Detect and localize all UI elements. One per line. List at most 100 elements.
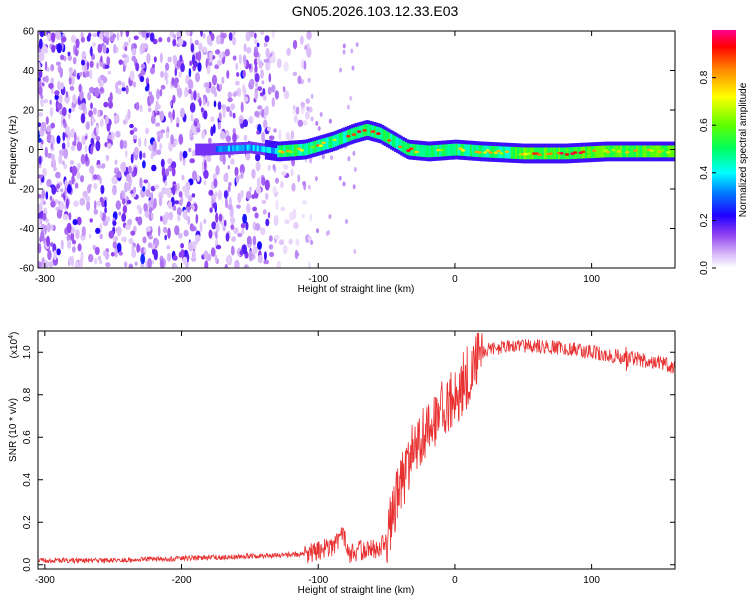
spectrogram-ridge-band — [447, 144, 450, 156]
spectrogram-noise-cell — [180, 107, 185, 118]
spectrogram-noise-cell — [154, 238, 160, 247]
spectrogram-noise-cell — [172, 109, 175, 121]
snr-multiplier-exponent: 4 — [8, 335, 15, 339]
spectrogram-noise-cell — [255, 153, 261, 162]
spectrogram-noise-cell — [96, 174, 101, 181]
spectrogram-noise-cell — [88, 233, 92, 239]
spectrogram-noise-cell — [189, 60, 193, 66]
spectrogram-noise-cell — [45, 116, 49, 125]
spectrogram-noise-cell — [200, 31, 203, 37]
spectrogram-noise-cell — [302, 181, 306, 186]
spectrogram-noise-cell — [271, 54, 276, 64]
spectrogram-ridge-core — [458, 147, 463, 150]
spectrogram-noise-cell — [99, 86, 104, 93]
spectrogram-noise-cell — [159, 110, 165, 122]
spectrogram-noise-cell — [240, 171, 244, 179]
spectrogram-noise-cell — [56, 183, 61, 190]
spectrogram-ridge-band — [240, 145, 243, 151]
spectrogram-noise-cell — [50, 63, 55, 72]
spectrogram-ridge-core — [592, 149, 597, 152]
spectrogram-noise-cell — [242, 213, 248, 224]
spectrogram-noise-cell — [255, 81, 258, 88]
spectrogram-noise-cell — [240, 101, 244, 113]
spectrogram-noise-cell — [54, 90, 60, 96]
spectrogram-noise-cell — [249, 31, 255, 38]
spectrogram-noise-cell — [215, 165, 220, 176]
spectrogram-ridge-band — [342, 131, 346, 144]
spectrogram-noise-cell — [46, 222, 51, 233]
spectrogram-ridge-band — [217, 146, 221, 152]
spectrogram-noise-cell — [56, 248, 61, 256]
spectrogram-noise-cell — [182, 150, 188, 159]
spectrogram-ridge-band — [398, 138, 401, 151]
spectrogram-noise-cell — [134, 146, 139, 156]
spectrogram-noise-cell — [38, 122, 42, 127]
spectrogram-noise-cell — [92, 244, 96, 251]
spectrogram-noise-cell — [134, 261, 138, 267]
spectrogram-noise-cell — [147, 107, 152, 113]
spectrogram-noise-cell — [326, 230, 330, 236]
spectrogram-ridge-band — [404, 142, 407, 154]
spectrogram-ridge-band — [455, 143, 459, 156]
snr-frame — [37, 330, 676, 570]
spectrogram-noise-cell — [265, 218, 270, 227]
spectrogram-noise-cell — [254, 212, 259, 219]
spectrogram-ridge-band — [668, 145, 672, 158]
spectrogram-noise-cell — [245, 152, 251, 161]
spectrogram-ridge-band — [443, 144, 446, 157]
spectrogram-noise-cell — [56, 43, 62, 54]
spectrogram-ridge-core — [346, 134, 351, 138]
spectrogram-x-tick-label: -300 — [35, 274, 55, 285]
spectrogram-noise-cell — [71, 165, 78, 177]
spectrogram-noise-cell — [60, 36, 67, 43]
spectrogram-ridge-core — [564, 153, 570, 156]
spectrogram-noise-cell — [225, 232, 230, 242]
spectrogram-ridge-band — [291, 144, 295, 157]
spectrogram-noise-cell — [174, 225, 180, 236]
spectrogram-noise-cell — [297, 119, 304, 128]
spectrogram-ridge-band — [640, 145, 643, 158]
spectrogram-noise-cell — [94, 257, 98, 265]
spectrogram-noise-cell — [292, 208, 297, 220]
spectrogram-noise-cell — [89, 60, 94, 68]
spectrogram-noise-cell — [65, 91, 69, 98]
spectrogram-ridge-band — [609, 145, 612, 158]
spectrogram-noise-cell — [239, 164, 245, 175]
spectrogram-noise-cell — [271, 84, 276, 93]
spectrogram-noise-cell — [160, 158, 165, 168]
spectrogram-ridge-band — [254, 145, 258, 152]
spectrogram-noise-cell — [106, 143, 112, 149]
spectrogram-noise-cell — [227, 97, 233, 103]
spectrogram-noise-cell — [207, 61, 213, 67]
spectrogram-ridge-band — [369, 124, 372, 137]
spectrogram-noise-cell — [126, 199, 132, 205]
spectrogram-x-tick-label: 0 — [452, 274, 458, 285]
spectrogram-noise-cell — [303, 60, 307, 70]
spectrogram-noise-cell — [112, 220, 117, 227]
spectrogram-ridge-core — [460, 149, 466, 152]
spectrogram-noise-cell — [203, 179, 207, 186]
spectrogram-ridge-band — [400, 139, 403, 152]
spectrogram-noise-cell — [92, 42, 96, 47]
spectrogram-ridge-band — [394, 136, 397, 148]
spectrogram-noise-cell — [297, 75, 302, 85]
spectrogram-noise-cell — [46, 125, 52, 133]
spectrogram-noise-cell — [307, 77, 311, 83]
spectrogram-noise-cell — [177, 214, 181, 222]
spectrogram-noise-cell — [72, 94, 77, 104]
spectrogram-ridge-core — [488, 151, 493, 154]
spectrogram-ridge-core — [439, 148, 444, 152]
spectrogram-noise-cell — [328, 214, 332, 220]
spectrogram-ridge-band — [355, 127, 358, 139]
spectrogram-noise-cell — [230, 245, 235, 256]
spectrogram-noise-cell — [257, 254, 263, 264]
spectrogram-noise-cell — [68, 131, 72, 138]
spectrogram-noise-cell — [43, 126, 47, 132]
spectrogram-noise-cell — [275, 200, 279, 210]
spectrogram-ridge-band — [424, 145, 428, 158]
colorbar: 0.0 0.2 0.4 0.6 0.8 Normalized spectral ampl… — [699, 30, 749, 275]
spectrogram-noise-cell — [128, 238, 134, 245]
spectrogram-noise-cell — [38, 211, 44, 219]
spectrogram-noise-cell — [352, 150, 356, 156]
spectrogram-noise-cell — [351, 65, 355, 71]
